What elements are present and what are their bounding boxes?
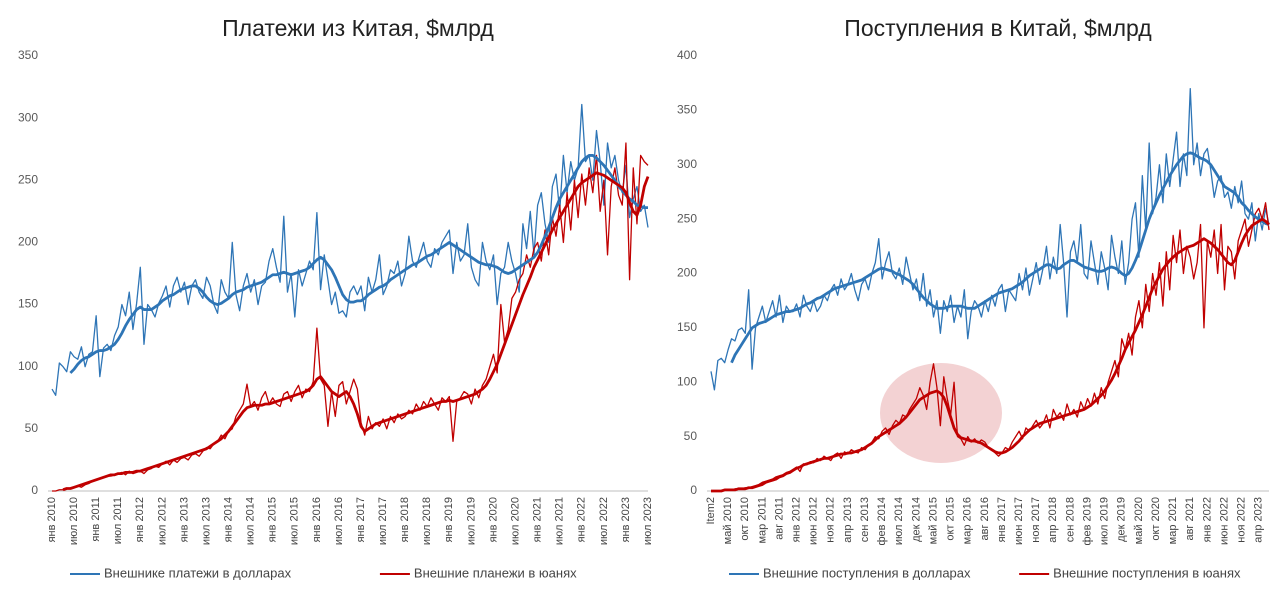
x-tick-label: апр 2013: [842, 497, 854, 543]
x-tick-label: янв 2022: [576, 497, 588, 542]
y-tick-label: 100: [677, 374, 697, 388]
x-tick-label: окт 2020: [1150, 497, 1162, 541]
x-tick-label: июл 2014: [245, 497, 257, 545]
trend-line: [62, 171, 650, 492]
x-tick-label: янв 2011: [90, 497, 102, 542]
x-tick-label: янв 2013: [178, 497, 190, 542]
y-tick-label: 200: [677, 266, 697, 280]
x-tick-label: июл 2018: [421, 497, 433, 545]
x-tick-label: сен 2018: [1064, 497, 1076, 542]
legend-label: Внешние поступления в юанях: [1053, 565, 1241, 580]
x-tick-label: янв 2022: [1201, 497, 1213, 542]
trend-line: [730, 151, 1270, 364]
x-tick-label: янв 2019: [443, 497, 455, 542]
y-tick-label: 150: [677, 320, 697, 334]
x-tick-label: янв 2016: [311, 497, 323, 542]
x-tick-label: янв 2018: [399, 497, 411, 542]
x-tick-label: июл 2016: [333, 497, 345, 545]
x-tick-label: Item2: [705, 497, 717, 525]
y-tick-label: 0: [690, 483, 697, 497]
x-tick-label: мар 2016: [962, 497, 974, 544]
x-tick-label: июл 2017: [377, 497, 389, 545]
x-tick-label: дек 2019: [1116, 497, 1128, 542]
x-tick-label: авг 2016: [979, 497, 991, 541]
x-tick-label: янв 2010: [46, 497, 58, 542]
x-tick-label: июл 2022: [598, 497, 610, 545]
y-tick-label: 0: [31, 483, 38, 497]
x-tick-label: янв 2020: [487, 497, 499, 542]
x-tick-label: сен 2013: [859, 497, 871, 542]
legend-label: Внешнике платежи в долларах: [104, 565, 292, 580]
y-tick-label: 50: [684, 429, 698, 443]
x-tick-label: июл 2019: [1099, 497, 1111, 545]
x-tick-label: янв 2017: [355, 497, 367, 542]
x-tick-label: апр 2023: [1253, 497, 1265, 543]
trend-line: [711, 217, 1270, 493]
x-tick-label: янв 2014: [222, 497, 234, 542]
x-tick-label: янв 2012: [790, 497, 802, 542]
x-tick-label: авг 2011: [773, 497, 785, 540]
x-tick-label: июл 2020: [509, 497, 521, 545]
x-tick-label: апр 2018: [1047, 497, 1059, 543]
x-tick-label: июл 2015: [289, 497, 301, 545]
y-tick-label: 100: [18, 359, 38, 373]
series-line: [710, 87, 1270, 391]
legend-label: Внешние планежи в юанях: [414, 565, 577, 580]
x-tick-label: фев 2019: [1081, 497, 1093, 546]
x-tick-label: май 2010: [722, 497, 734, 544]
y-tick-label: 150: [18, 297, 38, 311]
x-tick-label: мар 2011: [756, 497, 768, 544]
x-tick-label: июн 2012: [808, 497, 820, 545]
x-tick-label: янв 2012: [134, 497, 146, 542]
legend-label: Внешние поступления в долларах: [763, 565, 971, 580]
y-tick-label: 200: [18, 235, 38, 249]
x-tick-label: июл 2011: [112, 497, 124, 544]
x-tick-label: дек 2014: [910, 497, 922, 542]
x-tick-label: янв 2017: [996, 497, 1008, 542]
y-tick-label: 250: [18, 172, 38, 186]
x-tick-label: май 2015: [927, 497, 939, 544]
y-tick-label: 300: [677, 157, 697, 171]
x-tick-label: ноя 2017: [1030, 497, 1042, 543]
x-tick-label: июн 2017: [1013, 497, 1025, 545]
chart-title: Поступления в Китай, $млрд: [844, 15, 1152, 41]
x-tick-label: ноя 2022: [1236, 497, 1248, 543]
x-tick-label: июл 2023: [642, 497, 654, 545]
trend-line: [69, 154, 648, 374]
x-tick-label: окт 2010: [739, 497, 751, 541]
x-tick-label: фев 2014: [876, 497, 888, 546]
x-tick-label: ноя 2012: [825, 497, 837, 543]
x-tick-label: июл 2014: [893, 497, 905, 545]
x-tick-label: окт 2015: [945, 497, 957, 541]
y-tick-label: 350: [677, 103, 697, 117]
x-tick-label: июл 2012: [156, 497, 168, 545]
x-tick-label: янв 2015: [267, 497, 279, 542]
y-tick-label: 300: [18, 110, 38, 124]
x-tick-label: июн 2022: [1218, 497, 1230, 545]
chart-title: Платежи из Китая, $млрд: [222, 15, 494, 41]
x-tick-label: июл 2019: [465, 497, 477, 545]
x-tick-label: май 2020: [1133, 497, 1145, 544]
x-tick-label: янв 2023: [620, 497, 632, 542]
x-tick-label: авг 2021: [1184, 497, 1196, 541]
y-tick-label: 400: [677, 48, 697, 62]
x-tick-label: июл 2010: [68, 497, 80, 545]
x-tick-label: мар 2021: [1167, 497, 1179, 544]
y-tick-label: 50: [25, 421, 39, 435]
y-tick-label: 350: [18, 48, 38, 62]
x-tick-label: янв 2021: [532, 497, 544, 542]
x-tick-label: июл 2013: [200, 497, 212, 545]
x-tick-label: июл 2021: [554, 497, 566, 545]
y-tick-label: 250: [677, 211, 697, 225]
